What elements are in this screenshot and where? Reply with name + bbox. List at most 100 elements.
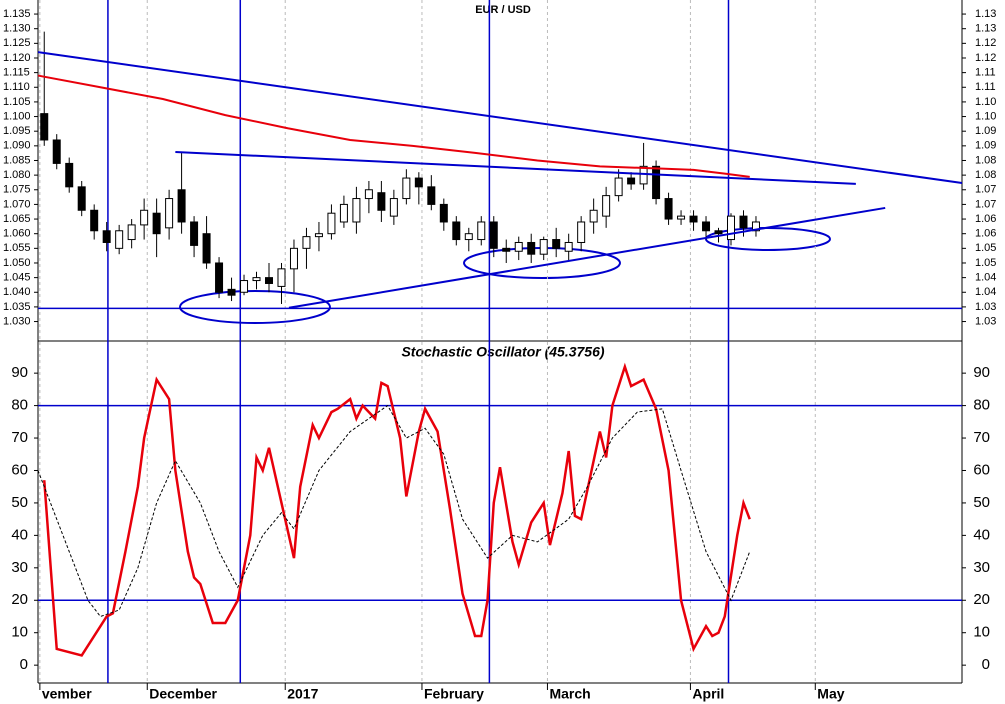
y-tick-label: 50 (11, 494, 28, 511)
x-tick-label: December (149, 686, 217, 702)
y2-tick-label: 1.12 (975, 52, 996, 64)
y-tick-label: 0 (20, 656, 28, 673)
candle-body (489, 221, 498, 249)
y2-tick-label: 1.08 (975, 169, 996, 181)
candle-body (289, 247, 298, 270)
y2-tick-label: 1.06 (975, 228, 996, 240)
y2-tick-label: 1.04 (975, 272, 996, 284)
y-tick-label: 1.045 (3, 272, 31, 284)
candle-body (65, 162, 74, 188)
candle-body (427, 186, 436, 205)
y-tick-label: 70 (11, 429, 28, 446)
y-tick-label: 1.055 (3, 242, 31, 254)
y2-tick-label: 1.13 (975, 8, 996, 20)
candle-body (652, 165, 661, 200)
candle-body (265, 277, 273, 284)
candle-body (702, 221, 711, 232)
y2-tick-label: 20 (973, 591, 990, 608)
candle-body (589, 209, 598, 223)
y2-tick-label: 30 (973, 559, 990, 576)
candle-body (215, 262, 224, 293)
candle-body (77, 186, 86, 211)
candle-body (677, 215, 686, 220)
candle-body (464, 233, 473, 241)
x-tick-label: 2017 (287, 686, 318, 702)
candle-body (202, 233, 211, 264)
y-tick-label: 1.035 (3, 301, 31, 313)
candle-body (277, 268, 286, 287)
y-tick-label: 1.090 (3, 140, 31, 152)
trendline (37, 51, 963, 185)
y2-tick-label: 90 (973, 364, 990, 381)
candle-body (739, 215, 748, 229)
y-tick-label: 1.060 (3, 228, 31, 240)
y2-tick-label: 1.11 (975, 81, 996, 93)
candle-body (52, 139, 61, 164)
y2-tick-label: 1.12 (975, 37, 996, 49)
moving-average (37, 74, 750, 178)
candle-body (389, 198, 398, 217)
y2-tick-label: 1.07 (975, 198, 996, 210)
candle-body (339, 203, 348, 223)
candle-body (577, 221, 586, 243)
y-tick-label: 1.040 (3, 286, 31, 298)
y2-tick-label: 60 (973, 461, 990, 478)
oscillator-line (42, 362, 751, 657)
candle-body (240, 280, 249, 293)
y-tick-label: 1.095 (3, 125, 31, 137)
y2-tick-label: 1.10 (975, 110, 996, 122)
candle-body (539, 239, 548, 255)
x-tick-label: February (424, 686, 484, 702)
y2-tick-label: 1.13 (975, 23, 996, 35)
candle-body (751, 221, 760, 232)
y2-tick-label: 1.08 (975, 154, 996, 166)
y-tick-label: 40 (11, 526, 28, 543)
y-tick-label: 80 (11, 397, 28, 414)
y-tick-label: 1.070 (3, 198, 31, 210)
y2-tick-label: 1.05 (975, 242, 996, 254)
y-tick-label: 1.135 (3, 8, 31, 20)
candle-body (40, 113, 49, 141)
candle-body (527, 241, 536, 255)
candle-body (414, 177, 423, 188)
candle-body (177, 189, 186, 223)
candle-body (639, 165, 648, 185)
y-tick-label: 1.065 (3, 213, 31, 225)
candle-body (302, 236, 311, 249)
y-tick-label: 1.130 (3, 23, 31, 35)
trendline (288, 206, 886, 309)
candle-body (127, 224, 136, 241)
y2-tick-label: 0 (982, 656, 990, 673)
y2-tick-label: 80 (973, 397, 990, 414)
y-tick-label: 60 (11, 461, 28, 478)
candle-body (327, 212, 336, 235)
candle-body (689, 215, 698, 223)
x-tick-label: April (692, 686, 724, 702)
y2-tick-label: 1.03 (975, 315, 996, 327)
trendline (175, 150, 856, 185)
candle-body (252, 277, 261, 282)
candle-body (402, 177, 411, 200)
oscillator-title: Stochastic Oscillator (45.3756) (401, 344, 604, 360)
y-tick-label: 1.115 (3, 67, 30, 79)
y2-tick-label: 1.06 (975, 213, 996, 225)
ellipse (179, 290, 331, 324)
y-tick-label: 10 (11, 624, 28, 641)
candle-body (90, 209, 99, 232)
candle-body (102, 230, 111, 243)
candle-body (190, 221, 199, 246)
y-tick-label: 1.030 (3, 315, 31, 327)
candle-body (140, 209, 149, 226)
candle-body (165, 198, 174, 229)
candle-body (602, 195, 611, 217)
candle-body (664, 198, 673, 220)
candle-body (502, 247, 511, 252)
y-tick-label: 1.080 (3, 169, 31, 181)
y2-tick-label: 1.07 (975, 184, 996, 196)
candle-body (377, 192, 386, 211)
candle-body (115, 230, 124, 249)
y2-tick-label: 40 (973, 526, 990, 543)
y2-tick-label: 1.10 (975, 96, 996, 108)
candle-body (477, 221, 486, 241)
